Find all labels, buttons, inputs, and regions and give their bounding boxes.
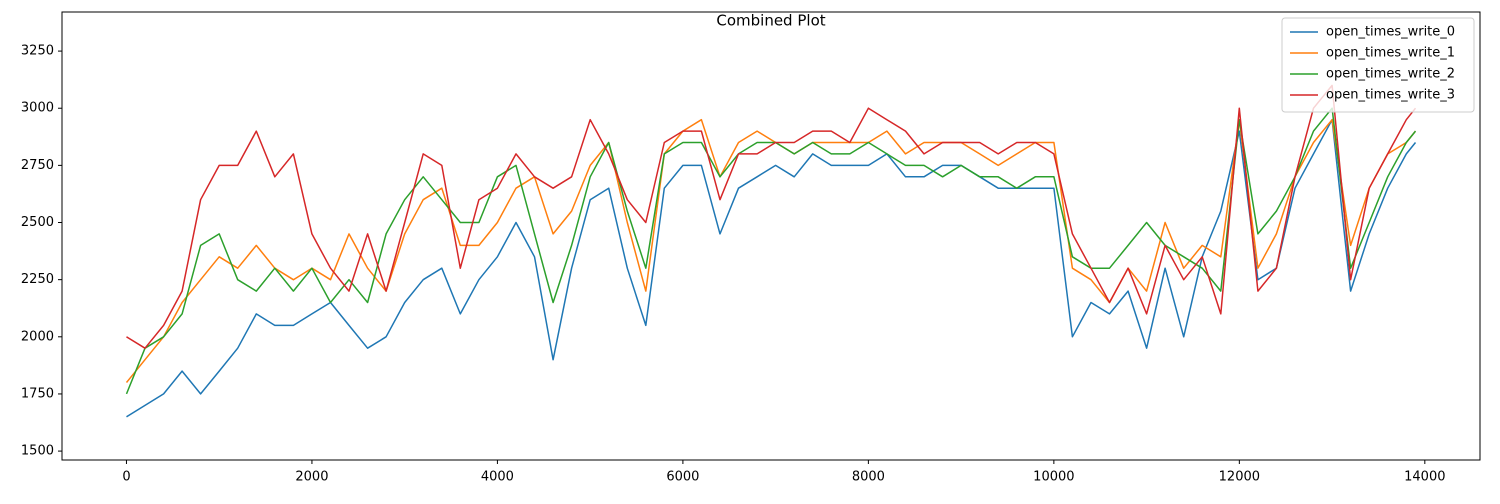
chart-title: Combined Plot [716,12,825,30]
y-tick-label: 2250 [21,272,54,287]
x-tick-label: 0 [122,470,130,485]
legend-box [1281,17,1475,113]
series-line [126,84,1417,349]
series-line [125,118,1417,383]
y-tick-label: 3000 [21,101,54,116]
x-tick-label: 8000 [852,470,885,485]
legend-label: open_times_write_1 [1326,46,1455,61]
series-line [126,118,1417,418]
y-tick-label: 1500 [21,444,54,459]
x-tick-label: 10000 [1033,470,1074,485]
y-tick-label: 2000 [21,329,54,344]
legend-label: open_times_write_0 [1326,25,1455,40]
y-tick-label: 2500 [21,215,54,230]
legend-label: open_times_write_2 [1326,67,1455,82]
y-tick-label: 1750 [21,386,54,401]
x-tick-label: 14000 [1404,470,1445,485]
x-tick-label: 2000 [295,470,328,485]
y-tick-label: 3250 [21,44,54,59]
x-tick-label: 4000 [481,470,514,485]
y-tick-label: 2750 [21,158,54,173]
x-tick-label: 12000 [1219,470,1260,485]
legend-label: open_times_write_3 [1326,88,1455,103]
x-tick-label: 6000 [666,470,699,485]
plot-frame [61,11,1481,461]
